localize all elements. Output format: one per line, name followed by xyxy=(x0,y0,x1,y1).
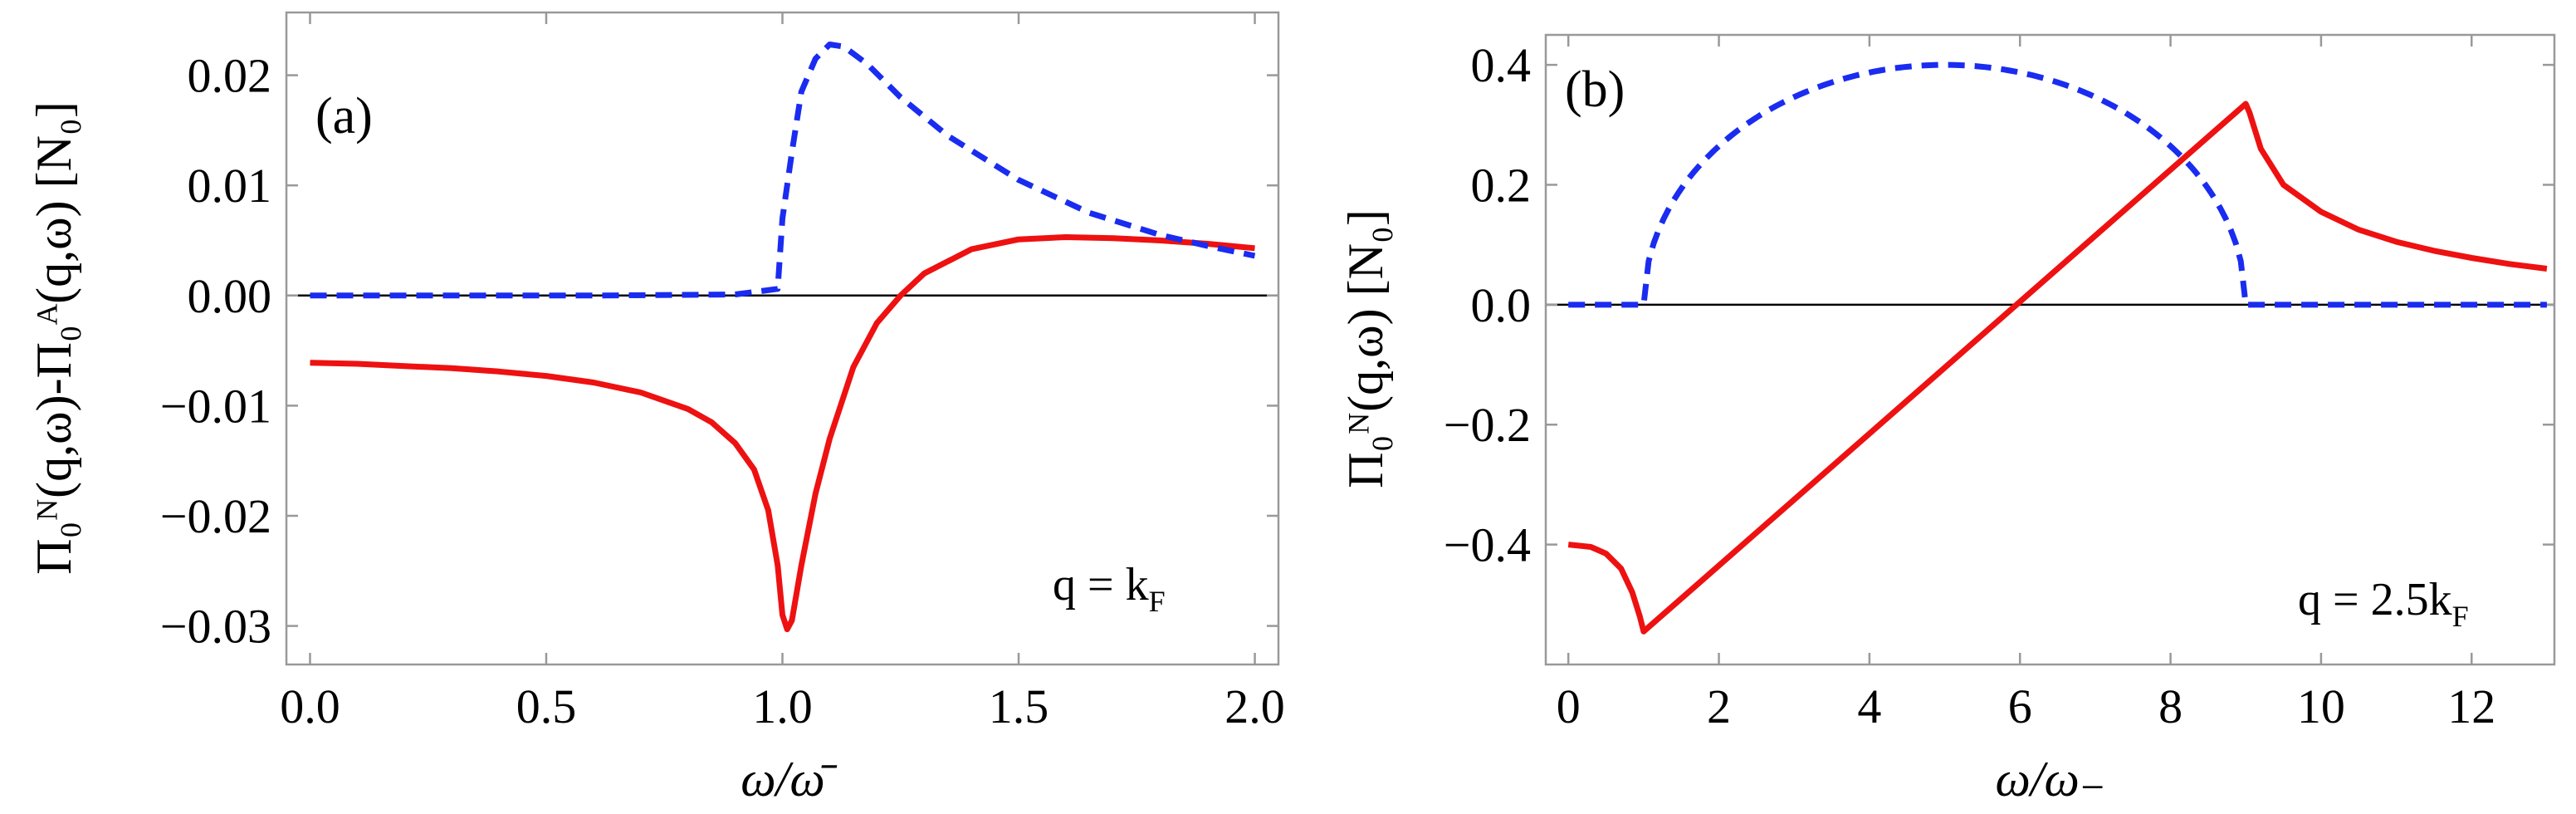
panel-b-y-axis-label: Π₀ᴺ(q,ω) [N₀] xyxy=(1338,209,1393,488)
x-tick-label: 4 xyxy=(1857,679,1881,733)
x-tick-label: 6 xyxy=(2008,679,2032,733)
x-tick-label: 2.0 xyxy=(1224,679,1285,733)
y-tick-label: −0.2 xyxy=(1444,398,1531,452)
panel-a-y-axis-label: Π₀ᴺ(q,ω)-Π₀ᴬ(q,ω) [N₀] xyxy=(27,101,81,575)
x-tick-label: 12 xyxy=(2447,679,2495,733)
panel-a: 0.0 0.5 1.0 1.5 2.0 −0.03 −0.02 −0.01 0.00 0.01 0.… xyxy=(27,11,1285,807)
y-tick-label: 0.00 xyxy=(188,269,272,323)
panel-a-ticks xyxy=(286,12,1278,664)
x-tick-label: 8 xyxy=(2158,679,2183,733)
x-tick-label: 1.0 xyxy=(752,679,813,733)
panel-a-x-axis-label: ω/ω̄ xyxy=(741,752,837,807)
panel-b-frame xyxy=(1544,33,2556,666)
x-tick-label: 10 xyxy=(2297,679,2345,733)
panel-a-solid-series xyxy=(310,234,1255,633)
panel-b: 0 2 4 6 8 10 12 −0.4 −0.2 0.0 0.2 0.4 (b) q = 2.5kF… xyxy=(1338,33,2556,807)
y-tick-label: 0.0 xyxy=(1471,278,1532,332)
y-tick-label: −0.03 xyxy=(160,600,271,654)
panel-b-solid-series xyxy=(1567,101,2548,635)
x-tick-label: 1.5 xyxy=(989,679,1049,733)
y-tick-label: 0.01 xyxy=(188,159,272,213)
panel-b-dashed-series xyxy=(1568,61,2547,308)
panel-b-label: (b) xyxy=(1565,61,1625,118)
x-tick-label: 0.5 xyxy=(516,679,577,733)
x-tick-label: 0 xyxy=(1557,679,1581,733)
panel-a-tick-labels: 0.0 0.5 1.0 1.5 2.0 −0.03 −0.02 −0.01 0.00 0.01 0.… xyxy=(160,49,1285,733)
panel-a-dashed-series xyxy=(310,42,1256,299)
x-tick-label: 2 xyxy=(1707,679,1731,733)
panel-b-ticks xyxy=(1546,35,2554,664)
x-tick-label: 0.0 xyxy=(280,679,340,733)
panel-a-label: (a) xyxy=(315,88,373,145)
y-tick-label: 0.02 xyxy=(188,49,272,103)
panel-b-tick-labels: 0 2 4 6 8 10 12 −0.4 −0.2 0.0 0.2 0.4 xyxy=(1444,38,2495,733)
panel-b-q-annotation: q = 2.5kF xyxy=(2298,574,2469,633)
y-tick-label: 0.4 xyxy=(1471,38,1532,92)
panel-b-x-axis-label: ω/ω₋ xyxy=(1995,752,2105,807)
y-tick-label: 0.2 xyxy=(1471,158,1532,212)
y-tick-label: −0.02 xyxy=(160,489,271,543)
panel-a-q-annotation: q = kF xyxy=(1053,559,1166,618)
y-tick-label: −0.01 xyxy=(160,379,271,433)
y-tick-label: −0.4 xyxy=(1444,518,1531,572)
